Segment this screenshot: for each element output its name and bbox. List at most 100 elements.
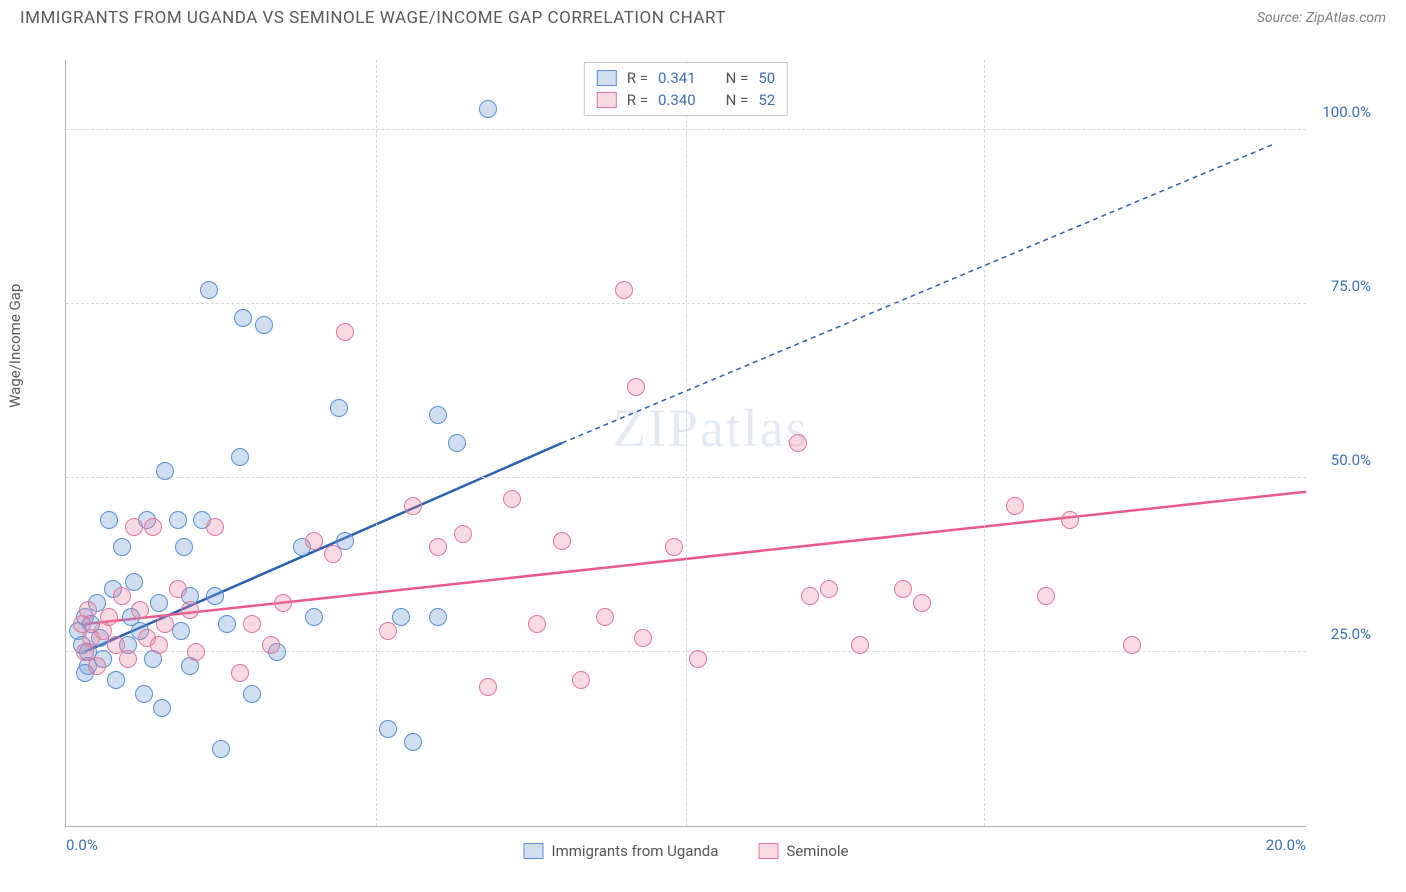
data-point bbox=[218, 615, 236, 633]
legend-label: Seminole bbox=[786, 842, 848, 860]
n-label: N = bbox=[726, 69, 749, 87]
data-point bbox=[429, 608, 447, 626]
data-point bbox=[851, 636, 869, 654]
data-point bbox=[212, 740, 230, 758]
legend-item-uganda: Immigrants from Uganda bbox=[524, 842, 719, 860]
data-point bbox=[324, 545, 342, 563]
data-point bbox=[336, 532, 354, 550]
page-title: IMMIGRANTS FROM UGANDA VS SEMINOLE WAGE/… bbox=[20, 8, 726, 28]
r-value: 0.340 bbox=[658, 91, 696, 109]
correlation-legend: R = 0.341 N = 50 R = 0.340 N = 52 bbox=[584, 62, 788, 116]
data-point bbox=[689, 650, 707, 668]
data-point bbox=[1123, 636, 1141, 654]
data-point bbox=[801, 587, 819, 605]
swatch-icon bbox=[597, 70, 617, 86]
data-point bbox=[572, 671, 590, 689]
data-point bbox=[175, 538, 193, 556]
data-point bbox=[274, 594, 292, 612]
data-point bbox=[153, 699, 171, 717]
data-point bbox=[596, 608, 614, 626]
swatch-icon bbox=[597, 92, 617, 108]
data-point bbox=[169, 580, 187, 598]
legend-row-seminole: R = 0.340 N = 52 bbox=[597, 89, 775, 111]
data-point bbox=[135, 685, 153, 703]
data-point bbox=[429, 538, 447, 556]
r-label: R = bbox=[627, 91, 648, 109]
data-point bbox=[634, 629, 652, 647]
y-axis-label: Wage/Income Gap bbox=[6, 284, 24, 408]
data-point bbox=[243, 615, 261, 633]
data-point bbox=[262, 636, 280, 654]
data-point bbox=[528, 615, 546, 633]
ytick-label: 75.0% bbox=[1331, 277, 1371, 295]
data-point bbox=[503, 490, 521, 508]
data-point bbox=[1037, 587, 1055, 605]
data-point bbox=[156, 462, 174, 480]
data-point bbox=[150, 636, 168, 654]
data-point bbox=[119, 650, 137, 668]
data-point bbox=[404, 733, 422, 751]
legend-row-uganda: R = 0.341 N = 50 bbox=[597, 67, 775, 89]
data-point bbox=[100, 608, 118, 626]
data-point bbox=[113, 587, 131, 605]
data-point bbox=[144, 518, 162, 536]
legend-label: Immigrants from Uganda bbox=[552, 842, 719, 860]
data-point bbox=[429, 406, 447, 424]
data-point bbox=[305, 608, 323, 626]
gridline-v bbox=[984, 60, 985, 826]
data-point bbox=[156, 615, 174, 633]
r-label: R = bbox=[627, 69, 648, 87]
data-point bbox=[206, 518, 224, 536]
data-point bbox=[454, 525, 472, 543]
data-point bbox=[231, 664, 249, 682]
data-point bbox=[79, 601, 97, 619]
data-point bbox=[125, 518, 143, 536]
chart-container: Wage/Income Gap R = 0.341 N = 50 R = 0.3… bbox=[20, 40, 1386, 882]
gridline-v bbox=[686, 60, 687, 826]
data-point bbox=[113, 538, 131, 556]
data-point bbox=[187, 643, 205, 661]
data-point bbox=[305, 532, 323, 550]
data-point bbox=[894, 580, 912, 598]
data-point bbox=[255, 316, 273, 334]
data-point bbox=[1006, 497, 1024, 515]
data-point bbox=[206, 587, 224, 605]
ytick-label: 50.0% bbox=[1331, 451, 1371, 469]
data-point bbox=[88, 657, 106, 675]
data-point bbox=[913, 594, 931, 612]
data-point bbox=[200, 281, 218, 299]
data-point bbox=[479, 100, 497, 118]
ytick-label: 100.0% bbox=[1322, 103, 1371, 121]
n-label: N = bbox=[726, 91, 749, 109]
data-point bbox=[231, 448, 249, 466]
data-point bbox=[150, 594, 168, 612]
data-point bbox=[243, 685, 261, 703]
data-point bbox=[1061, 511, 1079, 529]
data-point bbox=[553, 532, 571, 550]
data-point bbox=[627, 378, 645, 396]
data-point bbox=[820, 580, 838, 598]
data-point bbox=[181, 601, 199, 619]
swatch-icon bbox=[758, 843, 778, 859]
data-point bbox=[131, 601, 149, 619]
xtick-label: 0.0% bbox=[66, 836, 98, 854]
xtick-label: 20.0% bbox=[1266, 836, 1306, 854]
data-point bbox=[665, 538, 683, 556]
data-point bbox=[479, 678, 497, 696]
data-point bbox=[392, 608, 410, 626]
data-point bbox=[336, 323, 354, 341]
data-point bbox=[404, 497, 422, 515]
data-point bbox=[172, 622, 190, 640]
watermark: ZIPatlas bbox=[613, 397, 809, 459]
n-value: 50 bbox=[758, 69, 775, 87]
data-point bbox=[169, 511, 187, 529]
n-value: 52 bbox=[758, 91, 775, 109]
data-point bbox=[789, 434, 807, 452]
data-point bbox=[379, 720, 397, 738]
series-legend: Immigrants from Uganda Seminole bbox=[524, 842, 849, 860]
swatch-icon bbox=[524, 843, 544, 859]
legend-item-seminole: Seminole bbox=[758, 842, 848, 860]
plot-area: R = 0.341 N = 50 R = 0.340 N = 52 ZIPatl… bbox=[65, 60, 1306, 827]
r-value: 0.341 bbox=[658, 69, 696, 87]
gridline-v bbox=[376, 60, 377, 826]
